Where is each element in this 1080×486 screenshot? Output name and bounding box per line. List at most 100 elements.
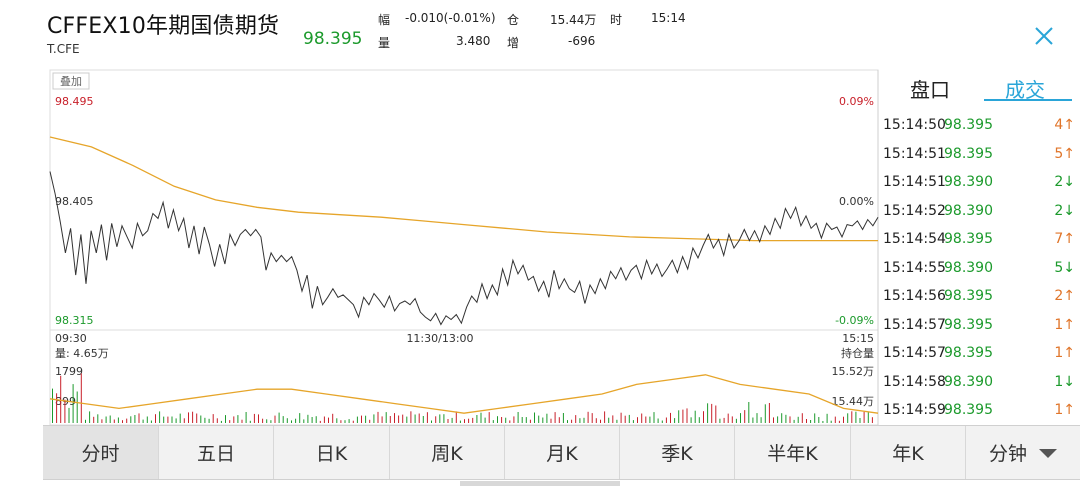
trade-time: 15:14:58: [883, 373, 946, 390]
tab-trades[interactable]: 成交: [1005, 78, 1045, 102]
trade-row: 15:14:51 98.390 2↓: [883, 174, 1075, 196]
volume-bar: [138, 413, 140, 423]
volume-bar: [266, 419, 268, 423]
volume-bar: [781, 413, 783, 423]
volume-bar: [653, 412, 655, 423]
volume-bar: [56, 393, 58, 423]
active-tab-underline: [984, 99, 1072, 101]
volume-bar: [105, 416, 107, 423]
trade-volume: 5↓: [1054, 259, 1075, 276]
volume-bar: [89, 411, 91, 423]
volume-bar: [270, 420, 272, 423]
volume-bar: [492, 420, 494, 423]
volume-bar: [768, 403, 770, 423]
trade-price: 98.395: [944, 117, 993, 133]
volume-label: 量: [378, 36, 391, 50]
volume-bar: [109, 415, 111, 423]
trade-price: 98.395: [944, 288, 993, 304]
volume-bar: [867, 412, 869, 423]
volume-bar: [480, 412, 482, 423]
volume-bar: [843, 416, 844, 423]
volume-bar: [756, 413, 758, 423]
volume-bar: [146, 416, 148, 423]
volume-bar: [764, 404, 766, 423]
volume-bar: [731, 416, 733, 423]
volume-bar: [389, 416, 391, 423]
change-value: -0.010(-0.01%): [405, 11, 496, 25]
volume-bar: [472, 417, 474, 423]
open-interest-value: 15.44万: [550, 13, 597, 27]
volume-bar: [806, 419, 807, 423]
volume-bar: [68, 407, 70, 423]
trade-time: 15:14:57: [883, 316, 946, 333]
trade-price: 98.390: [944, 202, 993, 219]
volume-bar: [60, 375, 62, 423]
volume-bar: [505, 417, 507, 423]
volume-bar: [703, 411, 704, 423]
volume-bar: [789, 416, 791, 423]
tab-quarterly-k[interactable]: 季K: [620, 426, 735, 479]
volume-bar: [414, 414, 416, 423]
tab-monthly-k[interactable]: 月K: [505, 426, 620, 479]
volume-bar: [175, 418, 177, 423]
volume-bar: [571, 419, 573, 423]
volume-bar: [447, 419, 449, 423]
trade-row: 15:14:54 98.395 7↑: [883, 231, 1075, 253]
volume-bar: [76, 391, 78, 423]
volume-bar: [426, 412, 428, 423]
volume-bar: [188, 412, 189, 423]
tab-yearly-k[interactable]: 年K: [851, 426, 966, 479]
volume-bar: [356, 416, 358, 423]
volume-bar: [723, 417, 725, 423]
time-axis-start: 09:30: [55, 332, 87, 345]
volume-bar: [620, 412, 622, 423]
volume-bar: [838, 420, 840, 423]
volume-bar: [735, 418, 737, 423]
trade-volume: 1↓: [1054, 373, 1075, 390]
volume-bar: [179, 413, 181, 423]
volume-bar: [711, 403, 713, 423]
volume-bar: [637, 417, 638, 423]
time-value: 15:14: [651, 11, 686, 25]
tab-weekly-k[interactable]: 周K: [390, 426, 505, 479]
volume-bar: [468, 418, 470, 423]
tab-halfyear-k[interactable]: 半年K: [735, 426, 851, 479]
volume-bar: [670, 412, 671, 423]
oi-axis-low: 15.44万: [832, 395, 875, 408]
volume-bar: [336, 418, 338, 423]
volume-bar: [208, 418, 210, 423]
volume-bar: [682, 409, 684, 423]
volume-bar: [369, 419, 371, 423]
tab-five-day[interactable]: 五日: [159, 426, 274, 479]
volume-bar: [694, 410, 696, 423]
volume-bar: [707, 403, 709, 423]
trade-row: 15:14:58 98.390 1↓: [883, 374, 1075, 396]
volume-bar: [810, 420, 812, 423]
trade-time: 15:14:50: [883, 117, 946, 133]
volume-bar: [509, 420, 511, 423]
trade-volume: 1↑: [1054, 345, 1075, 361]
volume-bar: [451, 417, 453, 423]
overlay-button[interactable]: [52, 72, 90, 90]
volume-bar: [328, 417, 329, 423]
trade-time: 15:14:51: [883, 174, 946, 190]
volume-bar: [847, 413, 849, 423]
volume-bar: [134, 415, 136, 423]
chevron-down-icon: [1039, 449, 1057, 458]
trade-row: 15:14:59 98.395 1↑: [883, 402, 1075, 424]
volume-bar: [295, 418, 297, 423]
volume-bar: [361, 415, 362, 423]
tab-intraday[interactable]: 分时: [43, 426, 159, 479]
volume-bar: [72, 384, 74, 423]
trade-volume: 2↓: [1054, 202, 1075, 219]
volume-value: 3.480: [456, 34, 491, 48]
volume-bar: [464, 419, 465, 423]
trade-price: 98.395: [944, 231, 993, 247]
tab-minute[interactable]: 分钟: [966, 426, 1080, 479]
volume-bar: [830, 420, 832, 423]
close-icon[interactable]: [1030, 22, 1058, 50]
trade-time: 15:14:51: [883, 145, 946, 162]
tab-order-book[interactable]: 盘口: [910, 78, 950, 102]
tab-daily-k[interactable]: 日K: [274, 426, 390, 479]
trade-price: 98.390: [944, 174, 993, 190]
